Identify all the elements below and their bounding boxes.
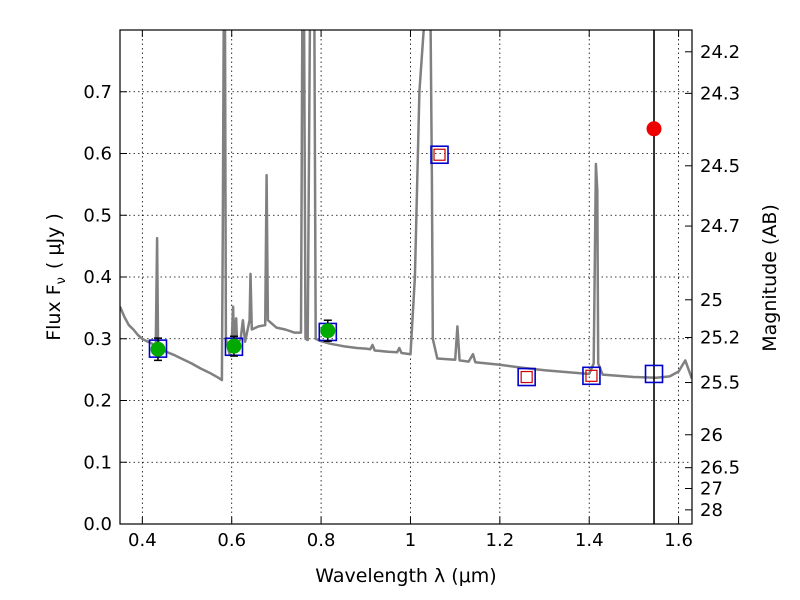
- sed-line: [120, 30, 692, 382]
- y-axis-label: Flux Fν ( μJy ): [43, 213, 69, 341]
- x-tick-label: 0.6: [217, 530, 246, 551]
- observed-photometry-point: [150, 341, 166, 357]
- y2-tick-label: 26.5: [700, 458, 740, 479]
- x-axis-label: Wavelength λ (μm): [315, 565, 496, 587]
- x-tick-label: 0.4: [128, 530, 157, 551]
- y-tick-label: 0.2: [83, 391, 112, 412]
- model-photometry-square: [517, 367, 536, 387]
- y-axis-label-main: Flux F: [43, 284, 65, 340]
- axis-ticks: 0.4 0.6 0.8 1 1.2 1.4 1.6 0.0 0.1 0.2 0.3 0.4 0.5 0.6…: [83, 30, 740, 551]
- y-tick-label: 0.3: [83, 329, 112, 350]
- y2-tick-label: 24.3: [700, 83, 740, 104]
- y2-tick-label: 25.2: [700, 328, 740, 349]
- inner-square-marker: [520, 370, 533, 384]
- y-tick-label: 0.0: [83, 514, 112, 535]
- model-photometry-square: [644, 364, 664, 384]
- y2-tick-label: 24.7: [700, 216, 740, 237]
- y-axis-label-subscript: ν: [54, 277, 69, 284]
- y2-tick-label: 25.5: [700, 373, 740, 394]
- inner-square-marker: [585, 369, 598, 382]
- model-photometry-square: [430, 145, 449, 165]
- x-tick-label: 0.8: [307, 530, 336, 551]
- model-photometry-square: [582, 366, 601, 386]
- x-tick-label: 1.4: [575, 530, 604, 551]
- highlight-point: [646, 121, 662, 137]
- y-tick-label: 0.6: [83, 144, 112, 165]
- y2-tick-label: 24.2: [700, 42, 740, 63]
- y2-tick-label: 25: [700, 290, 723, 311]
- y2-tick-label: 26: [700, 425, 723, 446]
- x-tick-label: 1.2: [486, 530, 515, 551]
- inner-square-marker: [433, 148, 446, 161]
- observed-photometry-point: [320, 323, 336, 339]
- y2-tick-label: 28: [700, 500, 723, 521]
- y-axis-label-units: ( μJy ): [43, 213, 65, 269]
- x-tick-label: 1.6: [664, 530, 693, 551]
- y-tick-label: 0.1: [83, 452, 112, 473]
- x-tick-label: 1: [405, 530, 416, 551]
- y-tick-label: 0.4: [83, 267, 112, 288]
- y-tick-label: 0.5: [83, 205, 112, 226]
- y2-tick-label: 27: [700, 478, 723, 499]
- plot-area: [120, 30, 692, 524]
- y2-tick-label: 24.5: [700, 156, 740, 177]
- y2-axis-label: Magnitude (AB): [759, 204, 781, 352]
- y-tick-label: 0.7: [83, 82, 112, 103]
- observed-photometry-point: [226, 338, 242, 354]
